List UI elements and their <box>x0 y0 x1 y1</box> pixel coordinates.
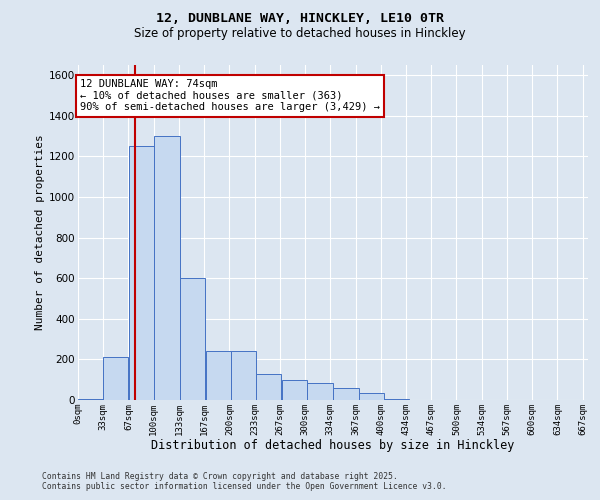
Text: Contains HM Land Registry data © Crown copyright and database right 2025.: Contains HM Land Registry data © Crown c… <box>42 472 398 481</box>
Bar <box>334 388 359 400</box>
X-axis label: Distribution of detached houses by size in Hinckley: Distribution of detached houses by size … <box>151 439 515 452</box>
Bar <box>256 374 281 400</box>
Bar <box>384 399 409 400</box>
Bar <box>282 380 307 400</box>
Text: 12, DUNBLANE WAY, HINCKLEY, LE10 0TR: 12, DUNBLANE WAY, HINCKLEY, LE10 0TR <box>156 12 444 26</box>
Bar <box>78 399 103 400</box>
Bar <box>103 358 128 400</box>
Bar <box>307 382 332 400</box>
Bar <box>231 352 256 400</box>
Text: Contains public sector information licensed under the Open Government Licence v3: Contains public sector information licen… <box>42 482 446 491</box>
Bar <box>179 278 205 400</box>
Bar <box>206 352 231 400</box>
Bar <box>154 136 179 400</box>
Bar <box>129 146 154 400</box>
Text: 12 DUNBLANE WAY: 74sqm
← 10% of detached houses are smaller (363)
90% of semi-de: 12 DUNBLANE WAY: 74sqm ← 10% of detached… <box>80 79 380 112</box>
Bar <box>359 393 384 400</box>
Text: Size of property relative to detached houses in Hinckley: Size of property relative to detached ho… <box>134 28 466 40</box>
Y-axis label: Number of detached properties: Number of detached properties <box>35 134 45 330</box>
